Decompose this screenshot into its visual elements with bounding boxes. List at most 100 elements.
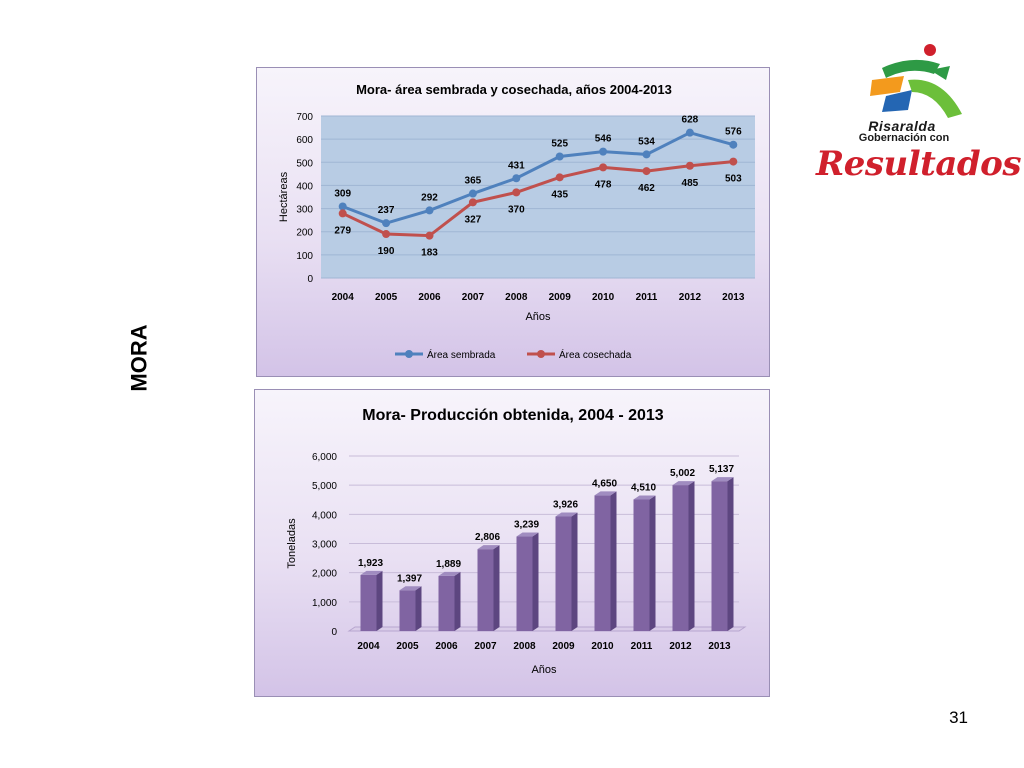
data-label: 1,889 <box>436 559 461 570</box>
bar-side <box>649 495 656 631</box>
risaralda-logo: Risaralda Gobernación con Resultados <box>812 40 1022 190</box>
logo-line-1: Risaralda <box>868 118 936 134</box>
data-point <box>729 157 738 166</box>
data-label: 327 <box>465 214 482 225</box>
data-point <box>512 174 521 183</box>
data-label: 190 <box>378 246 395 257</box>
data-label: 546 <box>595 134 612 145</box>
x-tick-label: 2011 <box>636 292 658 303</box>
data-label: 628 <box>682 115 699 126</box>
data-point <box>599 147 608 156</box>
y-tick-label: 1,000 <box>312 598 337 609</box>
data-label: 3,239 <box>514 520 539 531</box>
x-tick-label: 2005 <box>375 292 398 303</box>
bar-top <box>438 571 461 576</box>
data-label: 478 <box>595 179 612 190</box>
logo-emblem-icon <box>870 44 962 118</box>
x-tick-label: 2004 <box>332 292 355 303</box>
data-label: 462 <box>638 183 655 194</box>
x-tick-label: 2011 <box>631 641 653 652</box>
data-point <box>382 219 391 228</box>
bar <box>360 574 377 631</box>
bar-side <box>727 477 734 631</box>
x-tick-label: 2010 <box>592 292 615 303</box>
bar <box>516 536 533 631</box>
data-label: 576 <box>725 127 742 138</box>
bar-side <box>493 545 500 631</box>
x-tick-label: 2006 <box>418 292 441 303</box>
logo-line-3: Resultados <box>816 144 1022 184</box>
legend-label: Área sembrada <box>427 348 496 361</box>
data-point <box>468 189 477 198</box>
data-label: 525 <box>551 139 568 150</box>
y-tick-label: 700 <box>296 112 313 123</box>
series-line <box>342 131 734 225</box>
data-point <box>642 167 651 176</box>
x-axis-label: Años <box>525 311 551 323</box>
data-label: 534 <box>638 136 655 147</box>
data-point <box>642 150 651 159</box>
y-tick-label: 200 <box>296 228 313 239</box>
bar <box>555 516 572 631</box>
data-point <box>382 230 391 239</box>
x-tick-label: 2010 <box>591 641 614 652</box>
data-label: 435 <box>551 189 568 200</box>
x-tick-label: 2013 <box>722 292 745 303</box>
bar-top <box>516 532 539 537</box>
data-point <box>338 202 347 211</box>
x-tick-label: 2008 <box>513 641 536 652</box>
data-label: 1,397 <box>397 573 422 584</box>
bar-side <box>415 586 422 631</box>
data-label: 485 <box>682 178 699 189</box>
data-point <box>555 173 564 182</box>
y-tick-label: 2,000 <box>312 569 337 580</box>
data-point <box>555 152 564 161</box>
bar-top <box>477 545 500 550</box>
line-chart-panel: Mora- área sembrada y cosechada, años 20… <box>256 67 770 377</box>
x-tick-label: 2007 <box>474 641 497 652</box>
y-tick-label: 5,000 <box>312 481 337 492</box>
logo-line-2: Gobernación con <box>858 132 950 144</box>
y-tick-label: 300 <box>296 205 313 216</box>
x-tick-label: 2013 <box>708 641 731 652</box>
bar <box>438 575 455 631</box>
bar <box>477 549 494 631</box>
data-point <box>729 140 738 149</box>
bar-top <box>672 481 695 486</box>
y-axis-label: Hectáreas <box>278 171 290 222</box>
y-tick-label: 3,000 <box>312 540 337 551</box>
y-tick-label: 600 <box>296 135 313 146</box>
bar-side <box>610 491 617 631</box>
data-label: 503 <box>725 174 742 185</box>
data-label: 4,650 <box>592 478 617 489</box>
x-tick-label: 2008 <box>505 292 528 303</box>
y-tick-label: 4,000 <box>312 510 337 521</box>
x-tick-label: 2006 <box>435 641 458 652</box>
bar-top <box>399 586 422 591</box>
legend-marker <box>405 350 413 358</box>
data-label: 4,510 <box>631 482 656 493</box>
data-label: 1,923 <box>358 558 383 569</box>
side-label: MORA <box>118 318 162 398</box>
line-chart: Mora- área sembrada y cosechada, años 20… <box>278 82 755 361</box>
page-number: 31 <box>949 708 968 727</box>
side-label-text: MORA <box>127 324 152 392</box>
data-point <box>468 198 477 207</box>
bar-side <box>376 570 383 631</box>
bar-top <box>633 495 656 500</box>
plot-area <box>321 116 755 278</box>
x-tick-label: 2009 <box>552 641 575 652</box>
series-line <box>342 160 734 238</box>
bar-chart-panel: Mora- Producción obtenida, 2004 - 2013 0 1… <box>254 389 770 697</box>
x-tick-label: 2004 <box>357 641 380 652</box>
legend-marker <box>537 350 545 358</box>
bar-top <box>360 570 383 575</box>
y-tick-label: 400 <box>296 181 313 192</box>
y-axis-label: Toneladas <box>286 518 298 569</box>
data-label: 2,806 <box>475 532 500 543</box>
x-tick-label: 2012 <box>679 292 702 303</box>
data-label: 5,137 <box>709 464 734 475</box>
data-point <box>599 163 608 172</box>
bar-top <box>594 491 617 496</box>
data-point <box>685 128 694 137</box>
